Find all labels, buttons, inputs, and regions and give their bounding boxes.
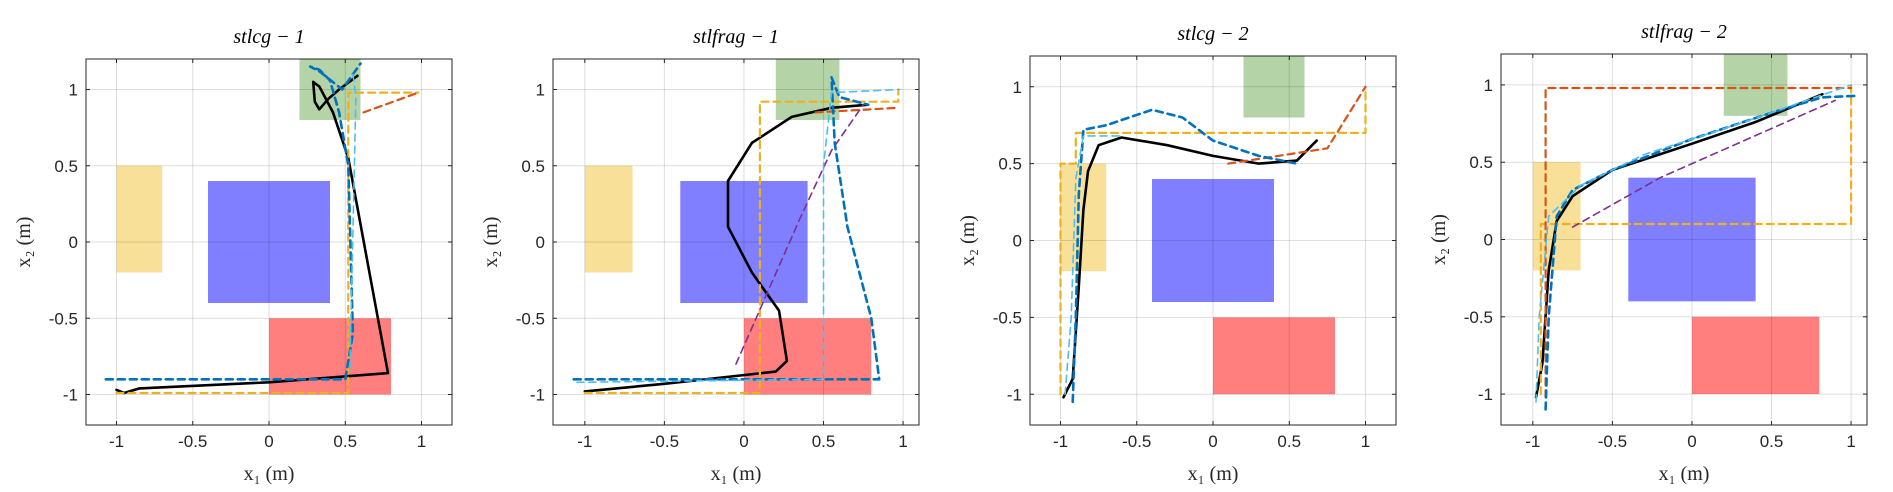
y-tick-label: 0.5	[54, 157, 78, 176]
y-axis-label: x₂ (m)	[480, 217, 502, 268]
series-line-red-dash	[814, 106, 900, 114]
y-tick-label: -1	[1007, 385, 1022, 404]
region-green	[1243, 56, 1305, 118]
x-tick-label: 0.5	[1760, 432, 1784, 451]
series-line-red-dash	[1227, 85, 1367, 165]
x-axis-label: x₁ (m)	[711, 463, 762, 485]
x-tick-label: 0.5	[333, 432, 357, 451]
y-tick-label: 1	[1484, 76, 1493, 95]
x-tick-label: -1	[577, 432, 592, 451]
series-line-black	[115, 74, 390, 395]
x-tick-label: -1	[1525, 432, 1540, 451]
x-tick-label: 1	[417, 432, 426, 451]
y-tick-label: -1	[1478, 385, 1493, 404]
y-tick-label: -0.5	[516, 309, 545, 328]
series-line-purple-dash	[735, 103, 865, 365]
series-line-cyan-dash	[1064, 135, 1123, 396]
region-blue	[208, 181, 330, 303]
y-axis-label: x₂ (m)	[957, 215, 979, 266]
y-tick-label: 1	[536, 81, 545, 100]
y-tick-label: 1	[69, 81, 78, 100]
x-tick-label: -0.5	[1598, 432, 1627, 451]
y-tick-label: -0.5	[1464, 308, 1493, 327]
x-tick-label: 1	[898, 432, 907, 451]
region-red	[743, 318, 872, 395]
y-tick-label: 0.5	[998, 155, 1022, 174]
series-line-orange-dash	[1539, 83, 1853, 396]
region-blue	[680, 181, 808, 303]
x-tick-label: -0.5	[1122, 432, 1151, 451]
y-tick-label: -0.5	[49, 309, 78, 328]
x-tick-label: -1	[1053, 432, 1068, 451]
series-line-purple-dash	[1571, 99, 1836, 228]
region-green	[299, 59, 361, 120]
chart-panel-3: -1 -0.5 0 0.5 1 -1 -0.5 0 0.5 1 stlcg − 2 x₁ (m) x₂ …	[957, 23, 1397, 485]
x-tick-label: -1	[109, 432, 124, 451]
series-line-orange-dash	[115, 91, 420, 395]
x-tick-label: 0	[1208, 432, 1217, 451]
series-line-cyan-dash	[349, 73, 357, 373]
x-axis-label: x₁ (m)	[244, 463, 295, 485]
y-tick-label: 0	[69, 233, 78, 252]
x-axis-label: x₁ (m)	[1188, 463, 1239, 485]
x-tick-label: -0.5	[650, 432, 679, 451]
x-tick-label: 0	[264, 432, 273, 451]
series-line-black	[583, 103, 870, 393]
y-tick-label: 1	[1013, 78, 1022, 97]
region-red	[1213, 317, 1335, 395]
series-line-orange-dash	[1059, 85, 1367, 396]
y-axis-label: x₂ (m)	[1428, 214, 1450, 265]
y-tick-label: 0.5	[1469, 153, 1493, 172]
region-yellow	[584, 165, 633, 273]
series-line-red-dash	[1544, 86, 1853, 399]
y-tick-label: 0	[1013, 232, 1022, 251]
chart-panel-1: -1 -0.5 0 0.5 1 -1 -0.5 0 0.5 1 stlcg − 1 x₁ (m) x₂ …	[13, 26, 453, 485]
y-axis-label: x₂ (m)	[13, 217, 35, 268]
x-tick-label: 0	[1687, 432, 1696, 451]
series-line-cyan-dash	[576, 88, 901, 384]
region-blue	[1152, 179, 1274, 302]
series-line-blue-dash	[1071, 108, 1299, 404]
chart-title: stlfrag − 1	[693, 26, 779, 48]
series-line-black	[1062, 136, 1318, 399]
y-tick-label: -0.5	[993, 308, 1022, 327]
y-tick-label: -1	[530, 386, 545, 405]
y-tick-label: 0.5	[521, 157, 545, 176]
y-tick-label: 0	[1484, 231, 1493, 250]
y-tick-label: 0	[536, 233, 545, 252]
x-tick-label: 1	[1846, 432, 1855, 451]
region-green	[1723, 54, 1788, 116]
series-line-red-dash	[362, 91, 420, 114]
x-axis-label: x₁ (m)	[1659, 463, 1710, 485]
region-blue	[1628, 177, 1756, 302]
chart-title: stlfrag − 2	[1641, 21, 1727, 43]
region-red	[269, 318, 391, 395]
chart-title: stlcg − 2	[1177, 23, 1248, 45]
y-tick-label: -1	[63, 386, 78, 405]
region-yellow	[116, 165, 163, 273]
x-tick-label: 0.5	[812, 432, 836, 451]
chart-title: stlcg − 1	[233, 26, 304, 48]
region-red	[1691, 316, 1820, 395]
x-tick-label: 0	[739, 432, 748, 451]
x-tick-label: -0.5	[178, 432, 207, 451]
x-tick-label: 0.5	[1277, 432, 1301, 451]
series-line-cyan-dash	[1535, 84, 1852, 403]
series-line-blue-dash	[572, 76, 881, 381]
series-line-blue-dash	[104, 62, 362, 381]
x-tick-label: 1	[1361, 432, 1370, 451]
chart-panel-4: -1 -0.5 0 0.5 1 -1 -0.5 0 0.5 1 stlfrag − 2 x₁ (m) x…	[1428, 21, 1868, 485]
chart-panel-2: -1 -0.5 0 0.5 1 -1 -0.5 0 0.5 1 stlfrag − 1 x₁ (m) x…	[480, 26, 920, 485]
